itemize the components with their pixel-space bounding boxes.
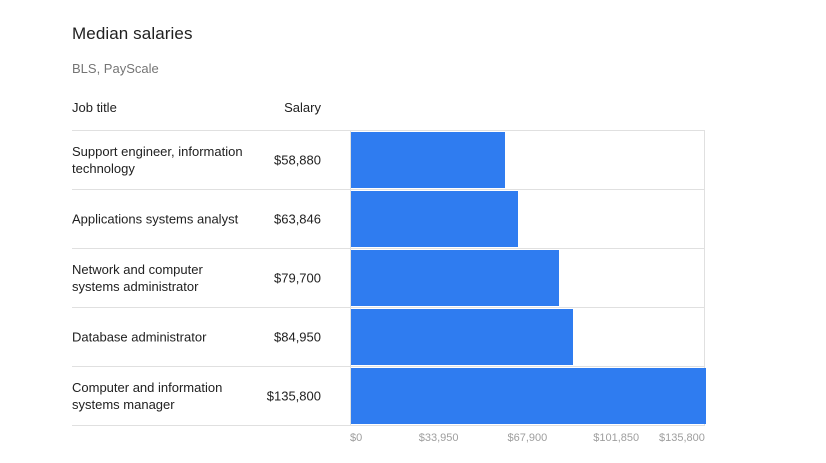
- job-title-label: Support engineer, information technology: [72, 144, 243, 176]
- bar-track: [350, 367, 706, 425]
- salary-bar: [351, 368, 706, 424]
- chart-title: Median salaries: [72, 24, 193, 43]
- bar-track: [350, 190, 705, 248]
- salary-value-label: $58,880: [274, 152, 321, 168]
- table-row: Database administrator $84,950: [72, 307, 705, 366]
- x-axis-ticks: $0 $33,950 $67,900 $101,850 $135,800: [350, 432, 705, 448]
- bar-track: [350, 131, 705, 189]
- x-tick-label: $0: [350, 432, 363, 444]
- table-row: Network and computer systems administrat…: [72, 248, 705, 307]
- table-row: Support engineer, information technology…: [72, 130, 705, 189]
- salary-bar: [351, 250, 560, 306]
- bar-track: [350, 308, 705, 366]
- x-tick-label: $33,950: [418, 432, 459, 444]
- salary-bar: [351, 309, 574, 365]
- table-row: Applications systems analyst $63,846: [72, 189, 705, 248]
- bar-track: [350, 249, 705, 307]
- salary-value-label: $84,950: [274, 329, 321, 345]
- job-title-label: Applications systems analyst: [72, 211, 239, 227]
- salary-value-label: $79,700: [274, 270, 321, 286]
- salary-bar: [351, 132, 505, 188]
- salary-table: Support engineer, information technology…: [72, 130, 706, 426]
- chart-subtitle: BLS, PayScale: [72, 61, 159, 76]
- x-tick-label: $67,900: [507, 432, 548, 444]
- table-row: Computer and information systems manager…: [72, 366, 706, 426]
- job-title-label: Network and computer systems administrat…: [72, 262, 203, 294]
- x-tick-label: $101,850: [593, 432, 640, 444]
- salary-value-label: $135,800: [266, 388, 321, 404]
- job-title-label: Computer and information systems manager: [72, 380, 223, 412]
- salary-value-label: $63,846: [274, 211, 321, 227]
- x-tick-label: $135,800: [659, 432, 705, 444]
- salary-column-header: Salary: [284, 100, 321, 115]
- salary-bar: [351, 191, 518, 247]
- job-title-column-header: Job title: [72, 100, 117, 115]
- job-title-label: Database administrator: [72, 329, 207, 345]
